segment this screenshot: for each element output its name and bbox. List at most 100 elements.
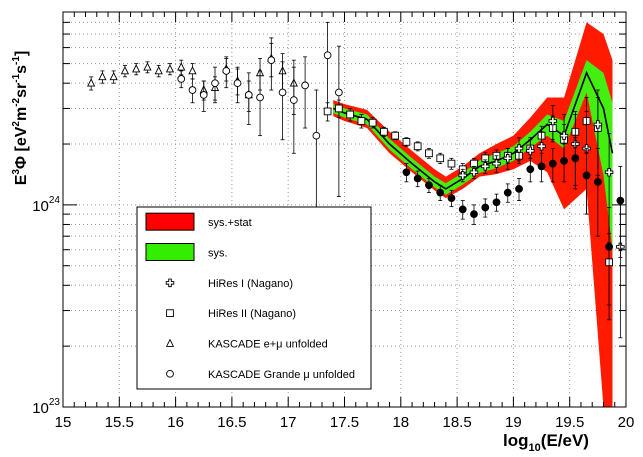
x-tick-label: 16.5 <box>217 414 246 431</box>
point-square <box>357 117 366 125</box>
point-cross <box>593 120 603 129</box>
point-triangle-shape <box>154 66 163 75</box>
point-filled-circle <box>436 188 445 197</box>
central-line <box>332 70 614 190</box>
legend-label: KASCADE e+μ unfolded <box>208 339 328 351</box>
point-square-shape <box>447 159 456 168</box>
point-circle <box>267 56 276 65</box>
point-circle <box>312 131 321 140</box>
point-filled-circle <box>616 196 625 205</box>
point-cross-shape <box>604 168 614 177</box>
point-filled-circle-shape <box>515 184 523 193</box>
point-circle-shape <box>188 86 197 94</box>
y-tick-label: 1024 <box>32 195 60 215</box>
point-square <box>323 107 332 116</box>
legend-box <box>136 206 372 390</box>
point-filled-circle <box>425 181 433 190</box>
axis-ticks <box>62 11 627 408</box>
point-cross-shape <box>481 162 490 171</box>
point-filled-circle <box>458 205 467 214</box>
point-square <box>335 104 343 113</box>
point-circle-shape <box>211 79 219 88</box>
point-filled-circle-shape <box>436 188 445 197</box>
point-filled-circle-shape <box>458 205 467 214</box>
point-circle-shape <box>256 93 264 102</box>
point-filled-circle-shape <box>593 177 602 186</box>
point-square-shape <box>346 110 354 119</box>
y-tick-labels: 1023 1024 <box>32 195 60 417</box>
point-cross-shape <box>503 154 513 163</box>
legend: sys.+stat sys. HiRes I (Nagano) HiRes II (N… <box>136 206 372 390</box>
point-cross-shape <box>593 120 603 129</box>
x-tick-label: 20 <box>618 414 635 431</box>
point-circle <box>256 93 264 102</box>
legend-label: HiRes II (Nagano) <box>208 308 296 320</box>
point-triangle <box>143 62 152 71</box>
point-square-shape <box>391 131 400 140</box>
legend-marker-circle <box>166 369 174 378</box>
point-filled-circle-shape <box>481 203 490 212</box>
point-circle <box>289 96 298 104</box>
point-square-shape <box>425 149 433 158</box>
point-filled-circle-shape <box>526 165 535 174</box>
point-filled-circle <box>447 194 456 203</box>
point-cross <box>537 142 546 151</box>
point-filled-circle-shape <box>492 198 501 207</box>
point-triangle <box>132 64 141 73</box>
point-filled-circle <box>560 157 568 165</box>
point-square-shape <box>380 127 388 136</box>
x-tick-labels: 15 15.5 16 16.5 17 17.5 18 18.5 19 19.5 20 <box>55 414 635 431</box>
y-tick-label: 1023 <box>32 397 60 417</box>
point-square <box>380 127 388 136</box>
point-circle <box>301 81 309 90</box>
point-filled-circle-shape <box>470 210 478 219</box>
x-tick-label: 17.5 <box>330 414 359 431</box>
legend-label: KASCADE Grande μ unfolded <box>208 369 355 381</box>
legend-marker-triangle <box>165 338 175 347</box>
point-circle <box>233 79 242 88</box>
point-triangle-shape <box>120 66 130 75</box>
point-filled-circle <box>548 159 557 168</box>
point-triangle-shape <box>143 62 152 71</box>
point-cross <box>458 171 467 180</box>
data-points <box>87 21 625 339</box>
legend-label: sys. <box>208 248 228 260</box>
legend-marker-triangle-shape <box>165 338 175 347</box>
point-circle-shape <box>244 91 253 99</box>
point-cross-shape <box>548 116 558 126</box>
point-square-shape <box>470 159 478 168</box>
point-cross <box>548 116 558 126</box>
point-triangle <box>188 66 197 75</box>
point-circle <box>188 86 197 94</box>
point-triangle-shape <box>98 71 107 81</box>
point-triangle <box>87 78 96 87</box>
point-filled-circle-shape <box>616 196 625 205</box>
point-circle-shape <box>233 79 242 88</box>
point-cross <box>492 159 501 168</box>
point-triangle-shape <box>132 64 141 73</box>
point-circle <box>278 88 287 97</box>
point-cross <box>526 146 535 156</box>
point-filled-circle-shape <box>503 188 512 197</box>
point-cross <box>469 168 479 177</box>
point-square-shape <box>368 118 377 127</box>
point-triangle <box>177 62 186 71</box>
point-cross-shape <box>537 142 546 151</box>
point-cross-shape <box>559 131 569 140</box>
x-tick-label: 19 <box>505 414 522 431</box>
point-square-shape <box>436 154 445 163</box>
point-cross <box>503 154 513 163</box>
point-cross <box>481 162 490 171</box>
x-tick-label: 19.5 <box>555 414 584 431</box>
point-circle <box>211 79 219 88</box>
point-filled-circle <box>503 188 512 197</box>
legend-marker-circle-shape <box>166 369 174 378</box>
point-cross-shape <box>514 144 524 153</box>
point-circle-shape <box>222 67 231 75</box>
point-filled-circle-shape <box>537 162 546 171</box>
point-filled-circle-shape <box>425 181 433 190</box>
point-circle-shape <box>301 81 309 90</box>
point-circle-shape <box>312 131 321 140</box>
point-square-shape <box>357 117 366 125</box>
legend-marker-cross <box>165 278 175 288</box>
